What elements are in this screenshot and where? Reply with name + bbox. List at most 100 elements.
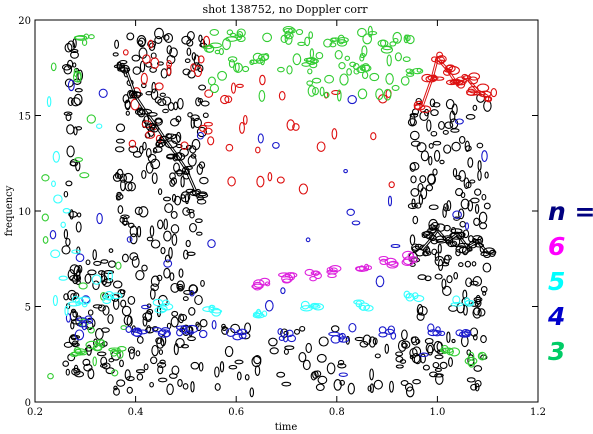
data-point-black-lower <box>411 245 420 251</box>
contour-blob <box>272 141 280 149</box>
contour-blob <box>452 210 462 219</box>
contour-blob <box>132 151 142 158</box>
data-point-n=5 <box>353 299 365 305</box>
contour-blob <box>198 84 207 91</box>
contour-blob <box>432 168 438 176</box>
contour-blob <box>136 373 144 381</box>
contour-blob <box>167 102 175 111</box>
contour-blob <box>156 61 164 66</box>
contour-blob <box>171 310 179 317</box>
data-point-n=4 <box>285 329 294 338</box>
data-point-n=3 <box>226 29 234 36</box>
contour-blob <box>74 88 83 93</box>
contour-blob <box>60 221 66 228</box>
data-point-black-lower <box>425 233 435 240</box>
contour-blob <box>444 121 454 129</box>
data-point-black-upper <box>116 61 122 70</box>
data-point-n=4 <box>438 330 446 337</box>
contour-blob <box>179 314 188 322</box>
contour-blob <box>474 298 482 308</box>
contour-blob <box>383 88 392 101</box>
contour-blob <box>64 305 69 316</box>
contour-blob <box>107 271 113 281</box>
contour-blob <box>234 62 240 73</box>
contour-blob <box>69 209 74 220</box>
contour-blob <box>50 62 57 72</box>
contour-blob <box>185 144 192 150</box>
contour-blob <box>268 337 278 347</box>
contour-blob <box>87 269 97 276</box>
contour-blob <box>71 249 81 254</box>
data-point-black-lower <box>474 243 485 248</box>
contour-blob <box>157 188 163 195</box>
contour-blob <box>66 145 75 158</box>
data-point-red <box>433 76 445 81</box>
contour-blob <box>170 177 178 185</box>
contour-blob <box>244 374 250 381</box>
contour-blob <box>200 279 205 287</box>
data-point-n=4 <box>232 333 243 341</box>
contour-blob <box>412 215 419 225</box>
contour-blob <box>70 51 79 59</box>
contour-blob <box>115 193 124 200</box>
contour-blob <box>315 383 325 392</box>
y-tick-label: 20 <box>18 16 31 27</box>
contour-blob <box>176 280 185 292</box>
contour-blob <box>441 278 447 290</box>
contour-blob <box>401 329 408 341</box>
contour-blob <box>477 160 482 171</box>
contour-blob <box>416 304 424 316</box>
contour-blob <box>204 89 214 98</box>
contour-blob <box>202 112 209 119</box>
contour-blob <box>126 386 133 394</box>
contour-blob <box>434 354 444 360</box>
data-point-n=3 <box>468 351 475 361</box>
contour-blob <box>298 352 307 363</box>
contour-blob <box>443 224 451 232</box>
data-point-n=5 <box>104 291 115 300</box>
data-point-red <box>419 105 432 114</box>
contour-blob <box>177 379 183 387</box>
contour-blob <box>420 353 426 364</box>
contour-blob <box>239 121 245 134</box>
contour-blob <box>228 364 238 370</box>
contour-blob <box>203 127 213 135</box>
data-point-n=4 <box>237 328 248 336</box>
contour-blob <box>150 356 158 365</box>
contour-blob <box>453 216 460 221</box>
x-tick-label: 0.2 <box>27 407 43 418</box>
contour-blob <box>102 278 112 287</box>
contour-blob <box>111 369 119 377</box>
contour-blob <box>214 383 221 391</box>
x-tick-label: 0.4 <box>128 407 144 418</box>
contour-blob <box>112 280 123 289</box>
contour-blob <box>121 220 130 226</box>
contour-blob <box>334 50 343 60</box>
contour-blob <box>480 335 487 344</box>
contour-blob <box>466 377 476 383</box>
contour-blob <box>100 259 109 264</box>
contour-blob <box>138 206 149 218</box>
contour-blob <box>124 369 131 381</box>
contour-blob <box>477 308 486 317</box>
x-tick-label: 0.6 <box>228 407 244 418</box>
contour-blob <box>163 259 173 268</box>
data-point-black-lower <box>488 250 496 257</box>
contour-blob <box>49 230 57 240</box>
contour-blob <box>470 383 478 391</box>
contour-blob <box>339 379 345 386</box>
contour-blob <box>199 176 209 185</box>
data-point-n=3 <box>331 37 340 42</box>
contour-blob <box>425 184 434 192</box>
data-point-red <box>478 90 492 98</box>
contour-blob <box>92 249 97 261</box>
contour-blob <box>299 325 306 332</box>
data-point-n=3 <box>205 44 215 53</box>
contour-blob <box>458 135 466 144</box>
contour-blob <box>405 386 415 398</box>
contour-blob <box>195 97 202 107</box>
contour-blob <box>163 218 168 230</box>
contour-blob <box>87 368 95 380</box>
contour-blob <box>195 218 203 224</box>
